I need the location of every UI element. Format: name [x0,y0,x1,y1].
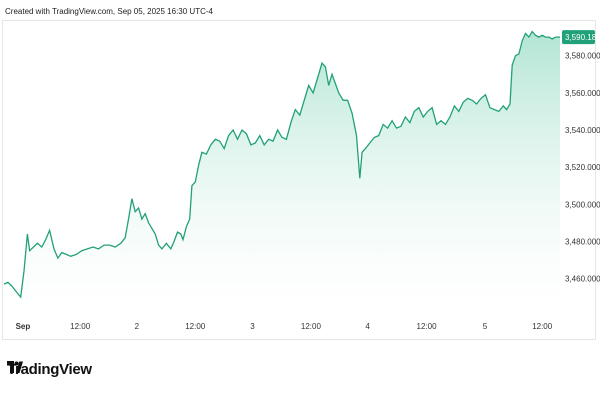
x-tick-label: 5 [483,322,488,331]
last-price-tag: 3,590.185 [562,30,600,45]
price-line [3,30,560,299]
x-tick-label: 3 [250,322,255,331]
tradingview-logo[interactable]: TradingView [7,361,92,378]
x-tick-label: 12:00 [70,322,91,331]
x-axis: Sep 12:00 2 12:00 3 12:00 4 12:00 5 12:00 [16,322,553,331]
last-price-label: 3,590.185 [565,33,600,42]
last-price-tag-background [562,30,595,45]
price-area-fill [4,31,560,312]
y-tick-label: 3,460.000 [565,275,600,284]
chart-panel[interactable] [2,20,596,340]
chart-created-caption: Created with TradingView.com, Sep 05, 20… [5,7,213,16]
x-tick-label: 12:00 [185,322,206,331]
x-tick-label: Sep [16,322,31,331]
x-tick-label: 12:00 [301,322,322,331]
y-tick-label: 3,520.000 [565,163,600,172]
tradingview-logo-icon [7,361,23,373]
y-tick-label: 3,480.000 [565,237,600,246]
x-tick-label: 12:00 [417,322,438,331]
x-tick-label: 2 [135,322,140,331]
x-tick-label: 12:00 [532,322,553,331]
y-tick-label: 3,500.000 [565,200,600,209]
y-tick-label: 3,580.000 [565,52,600,61]
y-tick-label: 3,540.000 [565,126,600,135]
x-tick-label: 4 [365,322,370,331]
y-axis: 3,580.000 3,560.000 3,540.000 3,520.000 3,50… [565,52,600,284]
tradingview-wordmark: TradingView [7,361,92,378]
y-tick-label: 3,560.000 [565,89,600,98]
